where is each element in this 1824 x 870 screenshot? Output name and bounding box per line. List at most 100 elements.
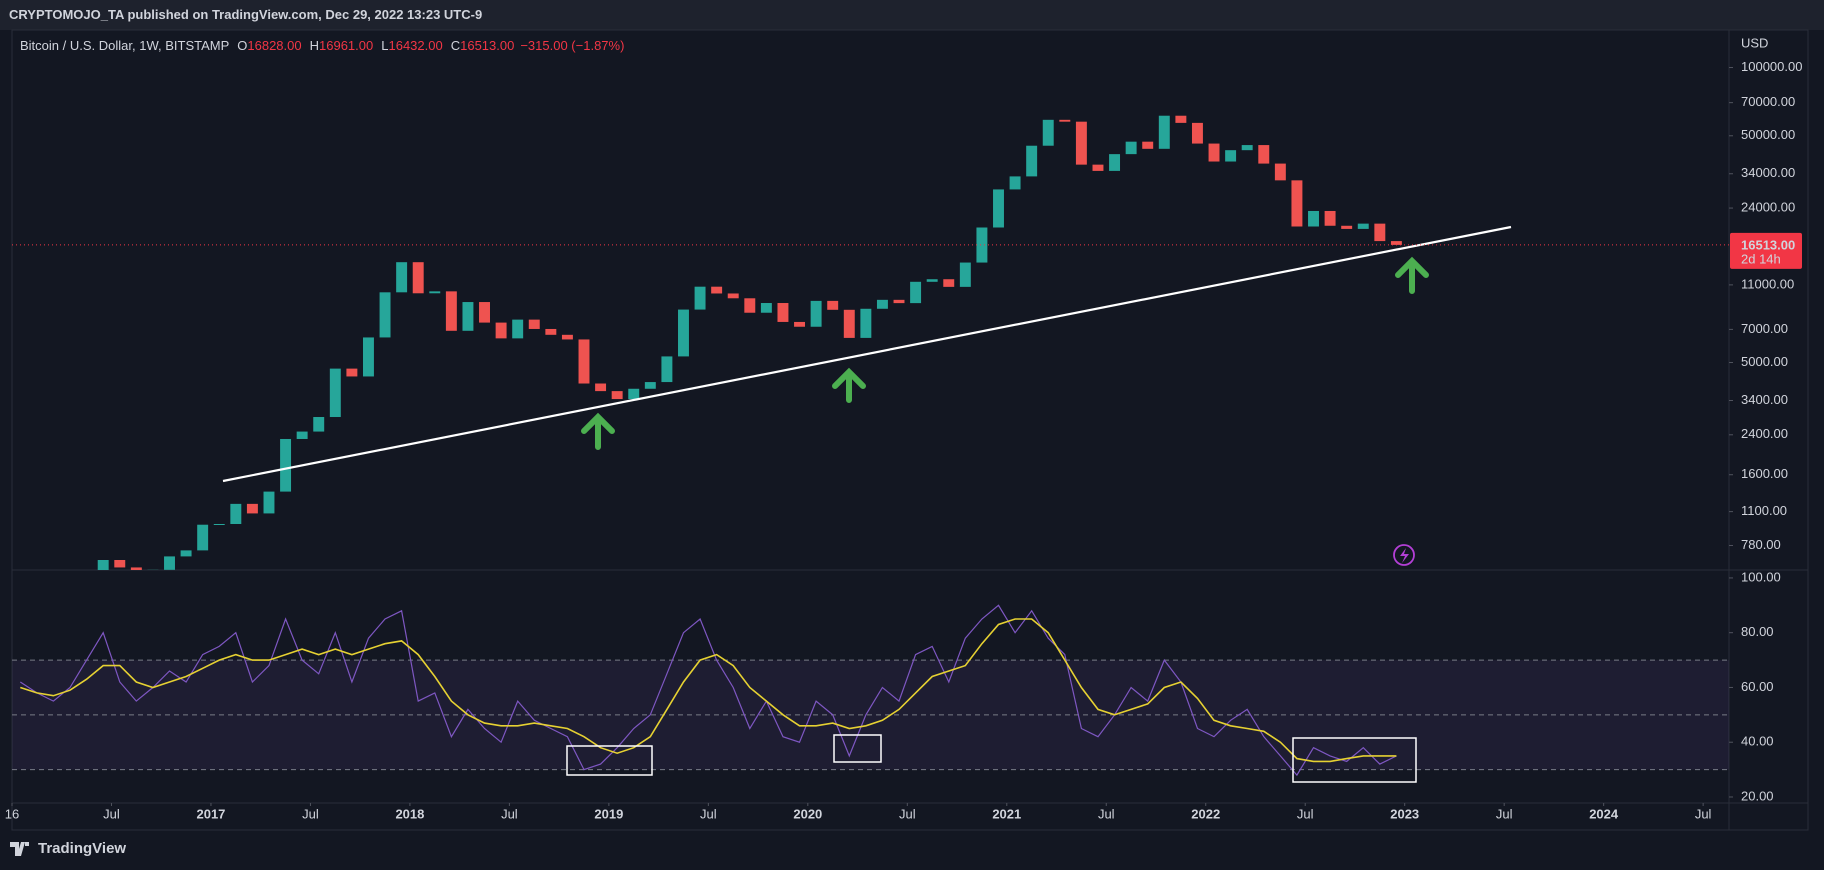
candle [711,286,723,294]
candle [993,189,1004,228]
y-tick-label: 40.00 [1741,734,1774,749]
highlight-boxes [566,734,1417,783]
candle [910,281,922,304]
y-tick-label: 5000.00 [1741,354,1788,369]
y-tick-label: 3400.00 [1741,392,1788,407]
candle [147,569,159,570]
y-tick-label: 20.00 [1741,788,1774,803]
candle [1142,141,1154,149]
currency-label: USD [1741,35,1768,50]
x-tick-label: 2024 [1589,806,1619,821]
candle [313,417,325,432]
candle [860,308,872,338]
y-tick-label: 34000.00 [1741,165,1795,180]
x-tick-label: 2021 [992,806,1021,821]
candle [1042,119,1054,146]
y-tick-label: 80.00 [1741,624,1774,639]
y-tick-label: 7000.00 [1741,321,1788,336]
candle [379,292,391,338]
last-price-label: 16513.00 [1741,237,1795,252]
candle [213,524,225,526]
candle [230,503,242,525]
candle [479,302,490,323]
k: C [450,38,461,53]
candle [976,227,988,263]
countdown: 2d 14h [1741,251,1781,266]
v: 16828.00 [247,38,302,53]
alert-bolt [1400,548,1409,563]
brand: TradingView [38,840,127,857]
candle [644,382,656,389]
frame [11,29,1809,831]
candle [628,388,640,400]
k: O [237,38,248,53]
candle [1175,115,1187,123]
candle [197,524,209,551]
candle [445,291,457,331]
candle [495,322,507,339]
y-tick-label: 100.00 [1741,569,1781,584]
candle [412,262,424,294]
x-tick-label: Jul [1098,806,1115,821]
chg: −315.00 (−1.87%) [520,38,625,53]
x-tick-label: Jul [899,806,916,821]
candle [843,309,855,338]
y-tick-label: 1100.00 [1741,503,1787,518]
candle [1092,164,1104,171]
candle [561,334,573,340]
candle [545,328,557,335]
legend: Bitcoin / U.S. Dollar, 1W, BITSTAMP O1682… [20,38,624,53]
v: 16513.00 [460,38,515,53]
candle [362,337,374,377]
candle [1158,115,1170,149]
y-tick-label: 100000.00 [1741,59,1802,74]
candle [694,286,706,310]
x-tick-label: 2019 [594,806,623,821]
candle [794,321,806,327]
candle [943,279,955,287]
rsi-line [19,604,1397,777]
candle [810,300,822,327]
candle [48,603,59,608]
candle [296,431,308,439]
k: H [309,38,320,53]
candle [1026,145,1038,177]
x-tick-label: Jul [700,806,717,821]
candle [1274,163,1286,181]
publish-bar: CRYPTOMOJO_TA published on TradingView.c… [0,0,1824,30]
candle [777,303,789,322]
candle [1009,176,1021,190]
y-tick-label: 60.00 [1741,679,1774,694]
y-tick-label: 70000.00 [1741,94,1795,109]
candle [164,556,175,570]
alert-icon [1393,544,1415,566]
candle [876,299,888,309]
sym: Bitcoin / U.S. Dollar, 1W, BITSTAMP [20,38,230,53]
candle [744,298,756,313]
candle [1225,150,1237,162]
candle [15,619,26,620]
candle [329,368,341,418]
y-tick-label: 24000.00 [1741,199,1795,214]
x-tick-label: 2017 [196,806,225,821]
candle [727,293,739,299]
candle [180,550,192,557]
candle [280,438,292,492]
logo [10,841,29,856]
candle [31,603,42,620]
candle [396,262,408,293]
x-tick-label: 2018 [395,806,424,821]
annotations [222,225,1512,783]
y-tick-label: 780.00 [1741,537,1781,552]
candle [1208,143,1220,162]
y-tick-label: 1600.00 [1741,466,1788,481]
x-tick-label: Jul [302,806,319,821]
candle [1324,210,1336,226]
v: 16961.00 [319,38,374,53]
x-tick-label: 2020 [793,806,822,821]
x-tick-label: Jul [1297,806,1314,821]
x-tick-label: Jul [501,806,518,821]
last-price-box [1730,232,1802,269]
